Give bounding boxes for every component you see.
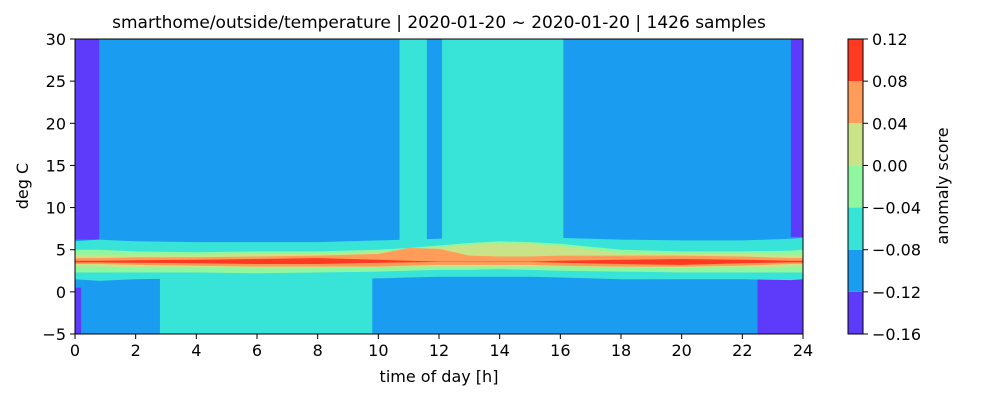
colorbar-segment-2 <box>848 207 863 250</box>
chart-title: smarthome/outside/temperature | 2020-01-… <box>112 13 766 33</box>
x-tick-label-6: 12 <box>429 341 449 360</box>
heatmap-region-7 <box>159 275 373 334</box>
x-tick-label-4: 8 <box>313 341 323 360</box>
colorbar-segment-1 <box>848 249 863 292</box>
colorbar-tick-label-3: −0.04 <box>872 199 921 218</box>
heatmap-region-4 <box>757 279 803 334</box>
heatmap-region-2 <box>790 39 803 238</box>
colorbar-tick-label-1: −0.12 <box>872 283 921 302</box>
colorbar-segment-3 <box>848 165 863 208</box>
plot-area <box>75 39 803 334</box>
y-axis: −5 0 5 10 15 20 25 30 <box>42 30 75 344</box>
x-tick-label-7: 14 <box>489 341 509 360</box>
colorbar: −0.16 −0.12 −0.08 −0.04 0.00 0.04 0.08 0.12 <box>847 30 921 344</box>
y-tick-label-5: 20 <box>46 114 66 133</box>
y-tick-label-0: −5 <box>42 325 66 344</box>
colorbar-segment-6 <box>848 39 863 82</box>
x-axis: 0 2 4 6 8 10 12 14 16 18 20 22 24 <box>70 334 813 360</box>
x-tick-label-11: 22 <box>732 341 752 360</box>
x-tick-label-8: 16 <box>550 341 570 360</box>
x-tick-label-10: 20 <box>671 341 691 360</box>
colorbar-tick-label-4: 0.00 <box>872 156 908 175</box>
heatmap-region-3 <box>75 287 82 334</box>
colorbar-segment-5 <box>848 81 863 124</box>
colorbar-label: anomaly score <box>933 127 952 244</box>
y-tick-label-1: 0 <box>56 283 66 302</box>
heatmap-region-6 <box>442 39 564 250</box>
y-tick-label-3: 10 <box>46 199 66 218</box>
colorbar-frame <box>847 38 864 335</box>
x-tick-label-0: 0 <box>70 341 80 360</box>
colorbar-tick-label-2: −0.08 <box>872 241 921 260</box>
colorbar-segment-0 <box>848 291 863 334</box>
colorbar-tick-label-6: 0.08 <box>872 72 908 91</box>
colorbar-tick-label-7: 0.12 <box>872 30 908 49</box>
x-tick-label-2: 4 <box>191 341 201 360</box>
y-tick-label-4: 15 <box>46 156 66 175</box>
colorbar-tick-label-5: 0.04 <box>872 114 908 133</box>
y-tick-label-6: 25 <box>46 72 66 91</box>
band-layer-4 <box>75 258 803 265</box>
x-tick-label-1: 2 <box>131 341 141 360</box>
colorbar-tick-label-0: −0.16 <box>872 325 921 344</box>
x-tick-label-5: 10 <box>368 341 388 360</box>
heatmap-region-1 <box>75 39 100 240</box>
y-axis-label: deg C <box>13 163 32 209</box>
heatmap-region-5 <box>399 39 427 250</box>
x-tick-label-12: 24 <box>793 341 813 360</box>
x-axis-label: time of day [h] <box>380 367 499 386</box>
y-tick-label-2: 5 <box>56 241 66 260</box>
x-tick-label-9: 18 <box>611 341 631 360</box>
colorbar-segment-4 <box>848 123 863 166</box>
y-tick-label-7: 30 <box>46 30 66 49</box>
x-tick-label-3: 6 <box>252 341 262 360</box>
